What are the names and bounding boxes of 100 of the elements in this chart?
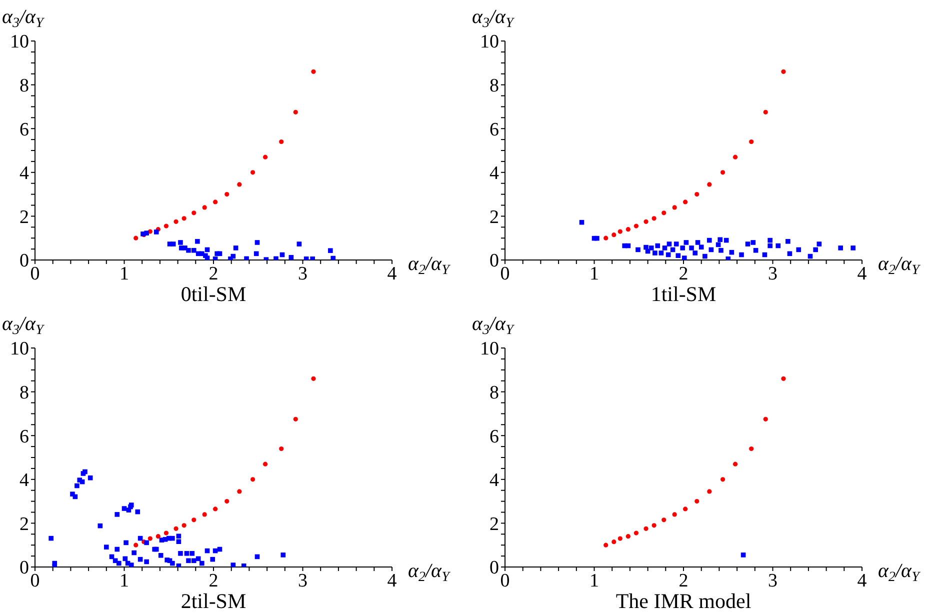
point <box>210 556 216 562</box>
point <box>594 236 600 241</box>
point <box>695 240 700 245</box>
point <box>706 238 712 243</box>
point <box>116 560 122 566</box>
x-tick-label: 1 <box>590 570 599 592</box>
y-tick-label: 10 <box>480 338 499 360</box>
point <box>224 499 230 504</box>
x-tick-label: 2 <box>678 570 688 592</box>
point <box>114 546 120 552</box>
point <box>626 534 630 539</box>
point <box>702 254 708 259</box>
point <box>178 551 183 556</box>
point <box>662 518 666 522</box>
x-axis-title: α$_{2}$/α$_{Y}$ <box>408 253 452 278</box>
point <box>838 246 843 250</box>
y-tick-label: 4 <box>20 470 30 492</box>
point <box>618 536 622 541</box>
point <box>279 446 284 452</box>
point <box>254 251 259 256</box>
point <box>144 230 149 236</box>
point <box>763 416 768 422</box>
y-tick-label: 8 <box>490 382 499 404</box>
point <box>237 489 242 494</box>
point <box>618 229 622 234</box>
y-axis-title: α$_{3}$/α$_{Y}$ <box>2 6 46 30</box>
point <box>174 526 178 531</box>
text: The IMR model <box>616 589 752 613</box>
y-tick-label: 4 <box>20 163 30 184</box>
point <box>740 552 746 558</box>
point <box>612 540 616 544</box>
point <box>170 242 176 246</box>
point <box>634 530 638 536</box>
point <box>692 250 698 256</box>
point <box>74 483 80 488</box>
point <box>648 246 654 250</box>
point <box>682 200 688 204</box>
point <box>280 552 286 558</box>
y-tick-label: 6 <box>490 426 499 448</box>
point <box>786 238 790 244</box>
point <box>644 526 648 531</box>
x-tick-label: 3 <box>768 570 778 592</box>
y-tick-label: 2 <box>20 514 29 535</box>
point <box>776 243 781 248</box>
point <box>718 237 722 242</box>
point <box>191 248 196 253</box>
point <box>330 256 336 260</box>
y-axis-title: α$_{3}$/α$_{Y}$ <box>472 6 516 30</box>
point <box>199 560 204 566</box>
point <box>88 475 93 480</box>
point <box>768 243 772 248</box>
y-tick-label: 8 <box>20 382 29 404</box>
point <box>174 219 178 224</box>
point <box>144 540 149 546</box>
point <box>634 224 638 228</box>
x-axis-title: α$_{2}$/α$_{Y}$ <box>878 560 922 584</box>
point <box>749 446 754 452</box>
point <box>195 238 200 244</box>
x-tick-label: 1 <box>590 263 599 284</box>
x-tick-label: 1 <box>120 263 129 284</box>
point <box>122 506 127 511</box>
y-tick-label: 8 <box>490 76 499 97</box>
point <box>763 110 768 114</box>
y-tick-label: 4 <box>490 470 500 492</box>
point <box>676 253 681 258</box>
point <box>144 559 149 564</box>
point <box>233 246 238 250</box>
point <box>274 256 278 260</box>
point <box>684 240 689 245</box>
point <box>192 210 196 216</box>
point <box>694 192 700 197</box>
y-tick-label: 8 <box>20 76 29 97</box>
point <box>652 523 656 528</box>
point <box>182 523 186 528</box>
point <box>680 246 686 250</box>
point <box>170 536 175 541</box>
point <box>296 242 302 246</box>
point <box>666 242 672 246</box>
point <box>768 238 772 243</box>
x-tick-label: 2 <box>208 263 218 284</box>
point <box>662 210 666 216</box>
point <box>682 506 688 512</box>
point <box>753 248 758 253</box>
y-tick-label: 10 <box>10 338 29 360</box>
point <box>164 224 168 228</box>
point <box>176 534 182 539</box>
point <box>204 256 210 260</box>
point <box>192 518 196 522</box>
x-tick-label: 3 <box>298 570 308 592</box>
point <box>644 244 648 250</box>
point <box>718 248 724 253</box>
x-tick-label: 4 <box>857 263 868 284</box>
point <box>128 562 134 567</box>
y-tick-label: 2 <box>20 206 29 228</box>
point <box>191 558 196 564</box>
point <box>652 250 658 256</box>
point <box>796 247 802 252</box>
point <box>148 536 152 541</box>
point <box>104 544 109 550</box>
y-tick-label: 2 <box>490 206 499 228</box>
